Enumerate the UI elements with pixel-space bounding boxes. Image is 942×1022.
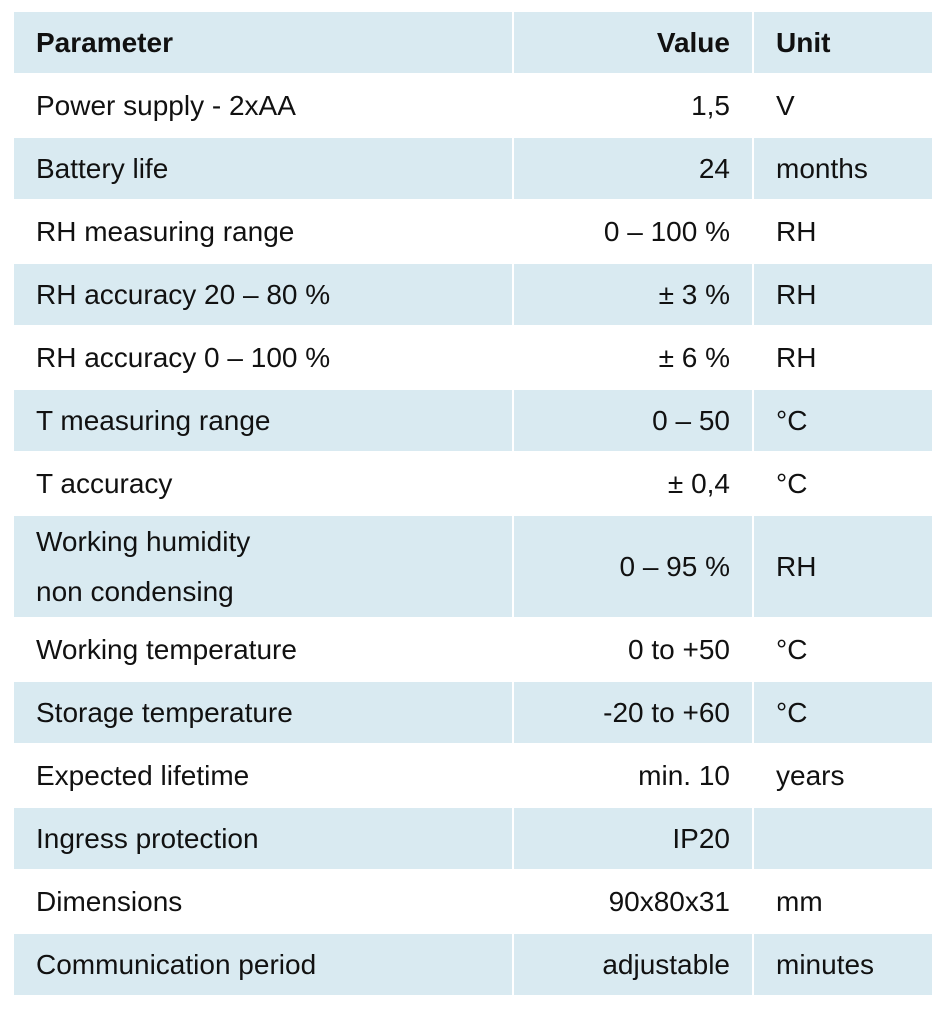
table-cell: RH — [752, 262, 934, 327]
table-cell: adjustable — [512, 932, 754, 997]
table-cell: Communication period — [12, 932, 514, 997]
table-cell: RH — [752, 199, 934, 264]
table-cell: 0 to +50 — [512, 617, 754, 682]
table-cell: 90x80x31 — [512, 869, 754, 934]
table-cell: minutes — [752, 932, 934, 997]
header-cell: Parameter — [12, 10, 514, 75]
table-cell: Working temperature — [12, 617, 514, 682]
table-cell: ± 0,4 — [512, 451, 754, 516]
table-cell: RH measuring range — [12, 199, 514, 264]
table-cell: RH accuracy 0 – 100 % — [12, 325, 514, 390]
spec-table: Parameter Value Unit Power supply - 2xAA… — [12, 10, 934, 997]
table-row: RH measuring range 0 – 100 % RH — [12, 199, 934, 264]
table-row: Storage temperature -20 to +60 °C — [12, 680, 934, 745]
table-cell: T accuracy — [12, 451, 514, 516]
table-cell: 0 – 50 — [512, 388, 754, 453]
table-cell: °C — [752, 617, 934, 682]
header-cell: Value — [512, 10, 754, 75]
table-cell: °C — [752, 388, 934, 453]
table-cell: mm — [752, 869, 934, 934]
table-cell: Storage temperature — [12, 680, 514, 745]
table-row: Dimensions 90x80x31 mm — [12, 869, 934, 934]
table-row: Power supply - 2xAA 1,5 V — [12, 73, 934, 138]
table-row: Ingress protection IP20 — [12, 806, 934, 871]
table-row: T accuracy ± 0,4 °C — [12, 451, 934, 516]
table-cell: °C — [752, 451, 934, 516]
table-row: Battery life 24 months — [12, 136, 934, 201]
table-cell: 24 — [512, 136, 754, 201]
table-cell: 0 – 95 % — [512, 514, 754, 619]
table-cell: T measuring range — [12, 388, 514, 453]
header-row: Parameter Value Unit — [12, 10, 934, 75]
table-row: Communication period adjustable minutes — [12, 932, 934, 997]
table-cell: years — [752, 743, 934, 808]
table-cell: ± 3 % — [512, 262, 754, 327]
table-cell: Working humidity non condensing — [12, 514, 514, 619]
table-cell: months — [752, 136, 934, 201]
table-row: Working temperature 0 to +50 °C — [12, 617, 934, 682]
table-cell: 0 – 100 % — [512, 199, 754, 264]
table-cell: °C — [752, 680, 934, 745]
table-row: RH accuracy 0 – 100 % ± 6 % RH — [12, 325, 934, 390]
table-row: Expected lifetime min. 10 years — [12, 743, 934, 808]
table-row: T measuring range 0 – 50 °C — [12, 388, 934, 453]
table-cell: Battery life — [12, 136, 514, 201]
table-cell: IP20 — [512, 806, 754, 871]
table-row: Working humidity non condensing 0 – 95 % R… — [12, 514, 934, 619]
table-cell: Power supply - 2xAA — [12, 73, 514, 138]
table-cell: RH — [752, 325, 934, 390]
spec-table-container: Parameter Value Unit Power supply - 2xAA… — [12, 10, 934, 997]
table-cell: Ingress protection — [12, 806, 514, 871]
header-cell: Unit — [752, 10, 934, 75]
table-cell: -20 to +60 — [512, 680, 754, 745]
table-cell: min. 10 — [512, 743, 754, 808]
table-cell: ± 6 % — [512, 325, 754, 390]
table-row: RH accuracy 20 – 80 % ± 3 % RH — [12, 262, 934, 327]
table-cell: RH accuracy 20 – 80 % — [12, 262, 514, 327]
table-cell: Dimensions — [12, 869, 514, 934]
table-cell: RH — [752, 514, 934, 619]
table-cell: Expected lifetime — [12, 743, 514, 808]
table-cell: V — [752, 73, 934, 138]
table-cell: 1,5 — [512, 73, 754, 138]
table-cell — [752, 806, 934, 871]
